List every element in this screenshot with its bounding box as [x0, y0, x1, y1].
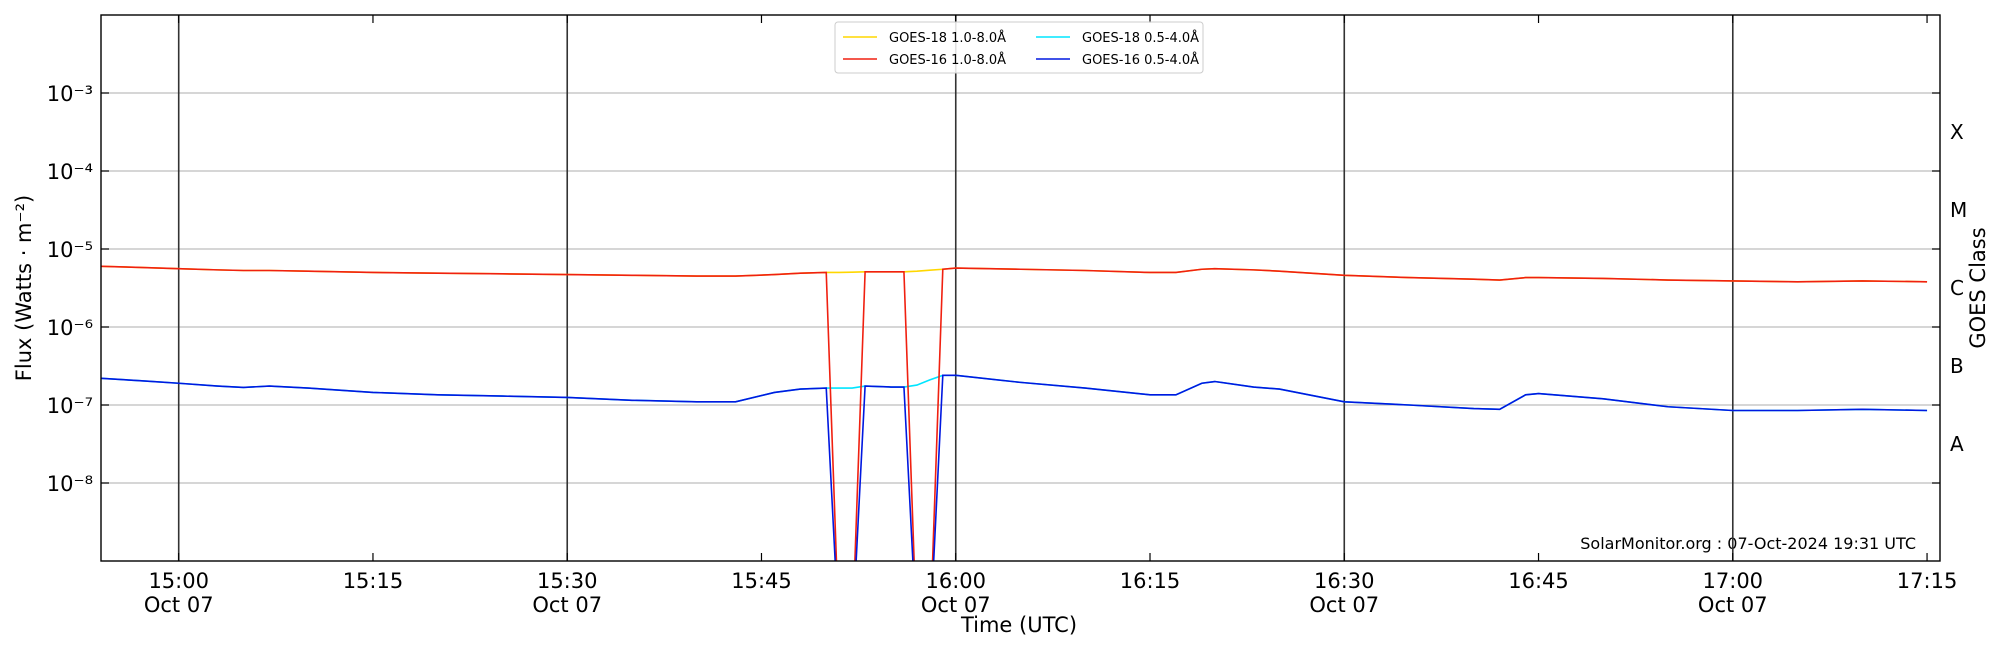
- x-tick-label-line: 17:15: [1897, 569, 1958, 593]
- x-tick-label: 16:00 Oct 07: [921, 569, 991, 617]
- x-tick-label-line: 15:45: [731, 569, 792, 593]
- y2-tick-label: X: [1950, 120, 1964, 144]
- x-tick-label: 16:45: [1508, 569, 1569, 593]
- x-tick-label-line: Oct 07: [1309, 593, 1379, 617]
- legend-label: GOES-16 0.5-4.0Å: [1082, 52, 1199, 68]
- y-tick-label: 10⁻³: [47, 82, 93, 106]
- x-tick-label-line: Oct 07: [1698, 593, 1768, 617]
- x-tick-label-line: 16:15: [1120, 569, 1181, 593]
- y2-tick-label: M: [1950, 198, 1967, 222]
- x-tick-label: 16:30 Oct 07: [1309, 569, 1379, 617]
- plot-frame: [100, 14, 1941, 562]
- legend-label: GOES-18 1.0-8.0Å: [889, 30, 1006, 46]
- x-tick-label-line: Oct 07: [532, 593, 602, 617]
- x-tick-label-line: 16:00: [925, 569, 986, 593]
- y-tick-label: 10⁻⁴: [47, 160, 93, 184]
- y-tick-label: 10⁻⁵: [47, 238, 93, 262]
- legend-label: GOES-16 1.0-8.0Å: [889, 52, 1006, 68]
- x-tick-label: 15:45: [731, 569, 792, 593]
- x-tick-label-line: Oct 07: [144, 593, 214, 617]
- x-tick-label-line: 15:00: [148, 569, 209, 593]
- series-line: [101, 265, 1928, 561]
- plot-area: [101, 265, 1928, 561]
- x-tick-label-line: Oct 07: [921, 593, 991, 617]
- legend-label: GOES-18 0.5-4.0Å: [1082, 30, 1199, 46]
- x-tick-label-line: 16:30: [1314, 569, 1375, 593]
- x-tick-label-line: 15:15: [343, 569, 404, 593]
- x-tick-label-line: 15:30: [537, 569, 598, 593]
- y-tick-label: 10⁻⁶: [47, 316, 93, 340]
- legend-box: [834, 21, 1204, 74]
- x-tick-label: 15:00 Oct 07: [144, 569, 214, 617]
- x-tick-label-line: 16:45: [1508, 569, 1569, 593]
- x-tick-label: 16:15: [1120, 569, 1181, 593]
- y-axis-label: Flux (Watts · m⁻²): [12, 195, 36, 381]
- annotation: SolarMonitor.org : 07-Oct-2024 19:31 UTC: [1580, 534, 1916, 553]
- x-tick-label-line: 17:00: [1703, 569, 1764, 593]
- x-tick-label: 17:15: [1897, 569, 1958, 593]
- x-tick-label: 15:15: [343, 569, 404, 593]
- x-axis-label: Time (UTC): [960, 613, 1077, 637]
- y-tick-label: 10⁻⁷: [47, 394, 93, 418]
- y2-axis-label: GOES Class: [1966, 227, 1990, 348]
- x-tick-label: 17:00 Oct 07: [1698, 569, 1768, 617]
- series-line: [101, 374, 1928, 561]
- x-tick-label: 15:30 Oct 07: [532, 569, 602, 617]
- y2-tick-label: B: [1950, 354, 1964, 378]
- y-tick-label: 10⁻⁸: [47, 472, 93, 496]
- y2-tick-label: A: [1950, 432, 1964, 456]
- y2-tick-label: C: [1950, 276, 1964, 300]
